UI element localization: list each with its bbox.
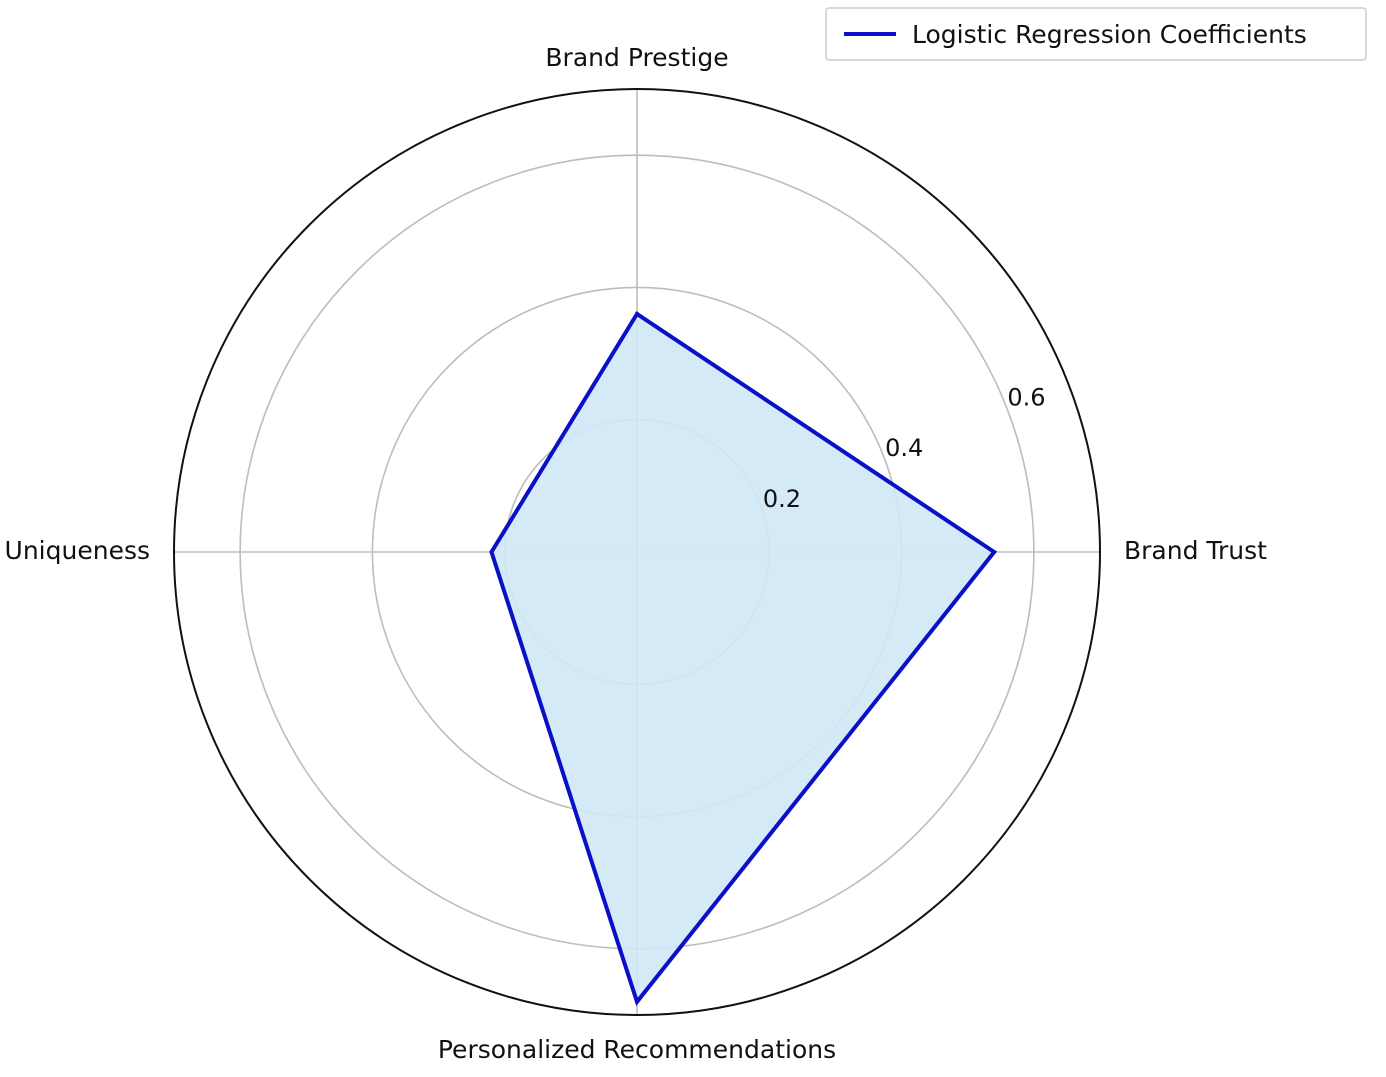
category-label: Brand Trust — [1124, 536, 1267, 565]
category-label: Personalized Recommendations — [438, 1035, 836, 1064]
radar-labels: 0.2 0.4 0.6 Brand Trust Brand Prestige Brand … — [0, 43, 1267, 1064]
outer-frame-circle — [173, 88, 1101, 1016]
legend-label: Logistic Regression Coefficients — [912, 20, 1307, 49]
radial-tick-label: 0.4 — [885, 434, 923, 462]
series-point-personalized-recommendations — [635, 999, 639, 1004]
category-label: Brand Prestige — [545, 43, 728, 72]
legend: Logistic Regression Coefficients — [825, 7, 1367, 61]
legend-box — [825, 7, 1367, 61]
series-point-brand-prestige — [635, 311, 639, 316]
series-area-fill — [491, 313, 995, 1002]
radial-tick-label: 0.2 — [763, 485, 801, 513]
radial-tick-label: 0.6 — [1007, 384, 1045, 412]
series-point-brand-uniqueness — [489, 550, 494, 554]
category-label: Brand Uniqueness — [0, 536, 150, 565]
radar-series — [489, 311, 998, 1006]
series-point-brand-trust — [992, 550, 997, 554]
